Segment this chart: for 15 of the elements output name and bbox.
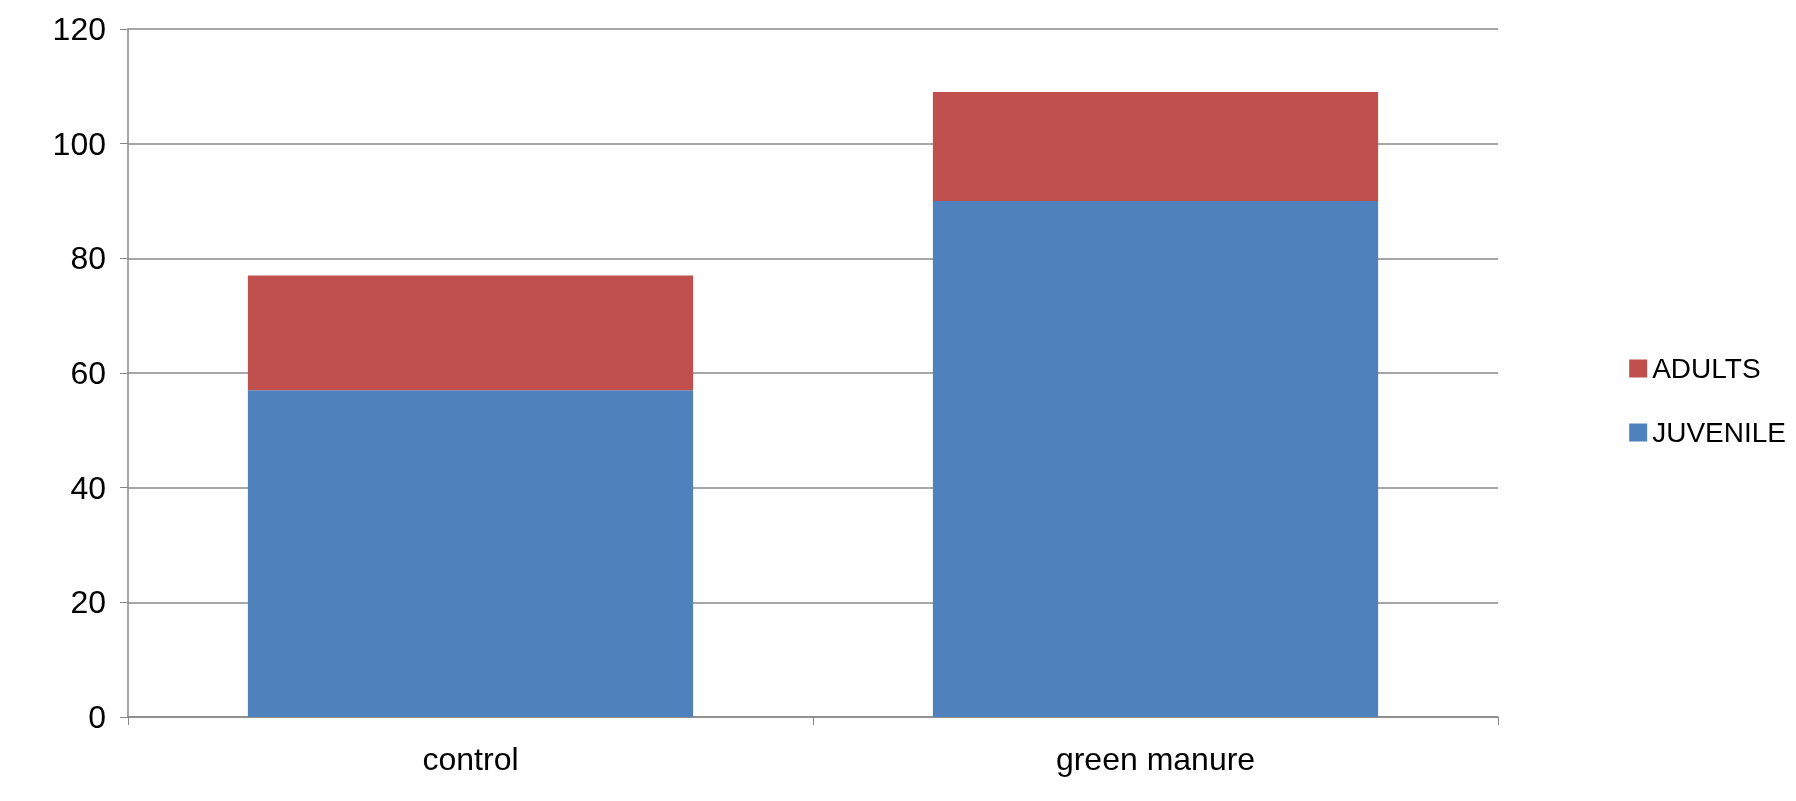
bar [247,390,694,717]
y-tick-label: 100 [52,125,106,162]
y-tick-label: 0 [88,699,106,735]
y-tick-label: 80 [70,240,106,277]
legend-label: ADULTS [1652,353,1761,384]
x-tick-label: green manure [1055,741,1256,777]
y-tick-label: 60 [70,355,106,391]
bar [932,201,1379,717]
y-tick-label: 20 [70,584,106,621]
y-tick-label: 120 [52,11,106,47]
bar [247,275,694,391]
y-tick-label: 40 [70,469,106,506]
bar [932,92,1379,201]
x-tick-label: control [422,741,519,777]
legend-label: JUVENILE [1652,417,1787,448]
